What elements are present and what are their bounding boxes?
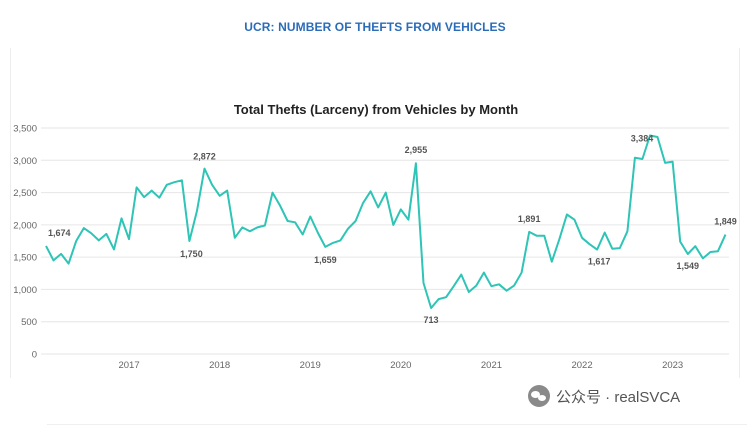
watermark-text: 公众号 · realSVCA <box>556 388 681 406</box>
chat-bubble-icon <box>528 385 550 407</box>
data-labels: 1,674 2,872 1,750 1,659 2,955 713 1,891 1,617 3,… <box>48 133 737 324</box>
y-tick-label: 500 <box>21 317 37 328</box>
watermark: 公众号 · realSVCA <box>528 385 680 407</box>
data-label: 1,750 <box>180 249 203 259</box>
data-label: 3,384 <box>631 133 654 143</box>
series-layer <box>45 134 727 309</box>
data-label: 1,549 <box>676 261 699 271</box>
data-label: 1,849 <box>714 217 737 227</box>
x-axis-ticks: 2017 2018 2019 2020 2021 2022 2023 <box>118 360 683 371</box>
data-label: 2,872 <box>193 152 216 162</box>
gridlines <box>41 127 729 355</box>
data-label: 1,617 <box>588 257 611 267</box>
data-label: 713 <box>424 315 439 325</box>
y-tick-label: 1,500 <box>13 253 37 264</box>
data-label: 2,955 <box>405 145 428 155</box>
x-tick-label: 2017 <box>118 360 139 371</box>
line-chart: Total Thefts (Larceny) from Vehicles by … <box>13 102 737 371</box>
x-tick-label: 2020 <box>390 360 411 371</box>
y-tick-label: 2,500 <box>13 188 37 199</box>
series-line <box>45 134 727 309</box>
data-label: 1,891 <box>518 214 541 224</box>
y-tick-label: 0 <box>32 350 37 361</box>
y-tick-label: 2,000 <box>13 220 37 231</box>
data-label: 1,659 <box>314 255 337 265</box>
x-tick-label: 2018 <box>209 360 230 371</box>
y-tick-label: 1,000 <box>13 285 37 296</box>
x-tick-label: 2021 <box>481 360 502 371</box>
chart-panel: Total Thefts (Larceny) from Vehicles by … <box>10 48 747 425</box>
chart-title: Total Thefts (Larceny) from Vehicles by … <box>234 102 518 117</box>
y-axis-ticks: 0 500 1,000 1,500 2,000 2,500 3,000 3,500 <box>13 124 37 361</box>
page-title: UCR: NUMBER OF THEFTS FROM VEHICLES <box>244 20 506 34</box>
y-tick-label: 3,500 <box>13 124 37 135</box>
x-tick-label: 2022 <box>571 360 592 371</box>
x-tick-label: 2023 <box>662 360 683 371</box>
y-tick-label: 3,000 <box>13 156 37 167</box>
data-label: 1,674 <box>48 228 71 238</box>
x-tick-label: 2019 <box>300 360 321 371</box>
